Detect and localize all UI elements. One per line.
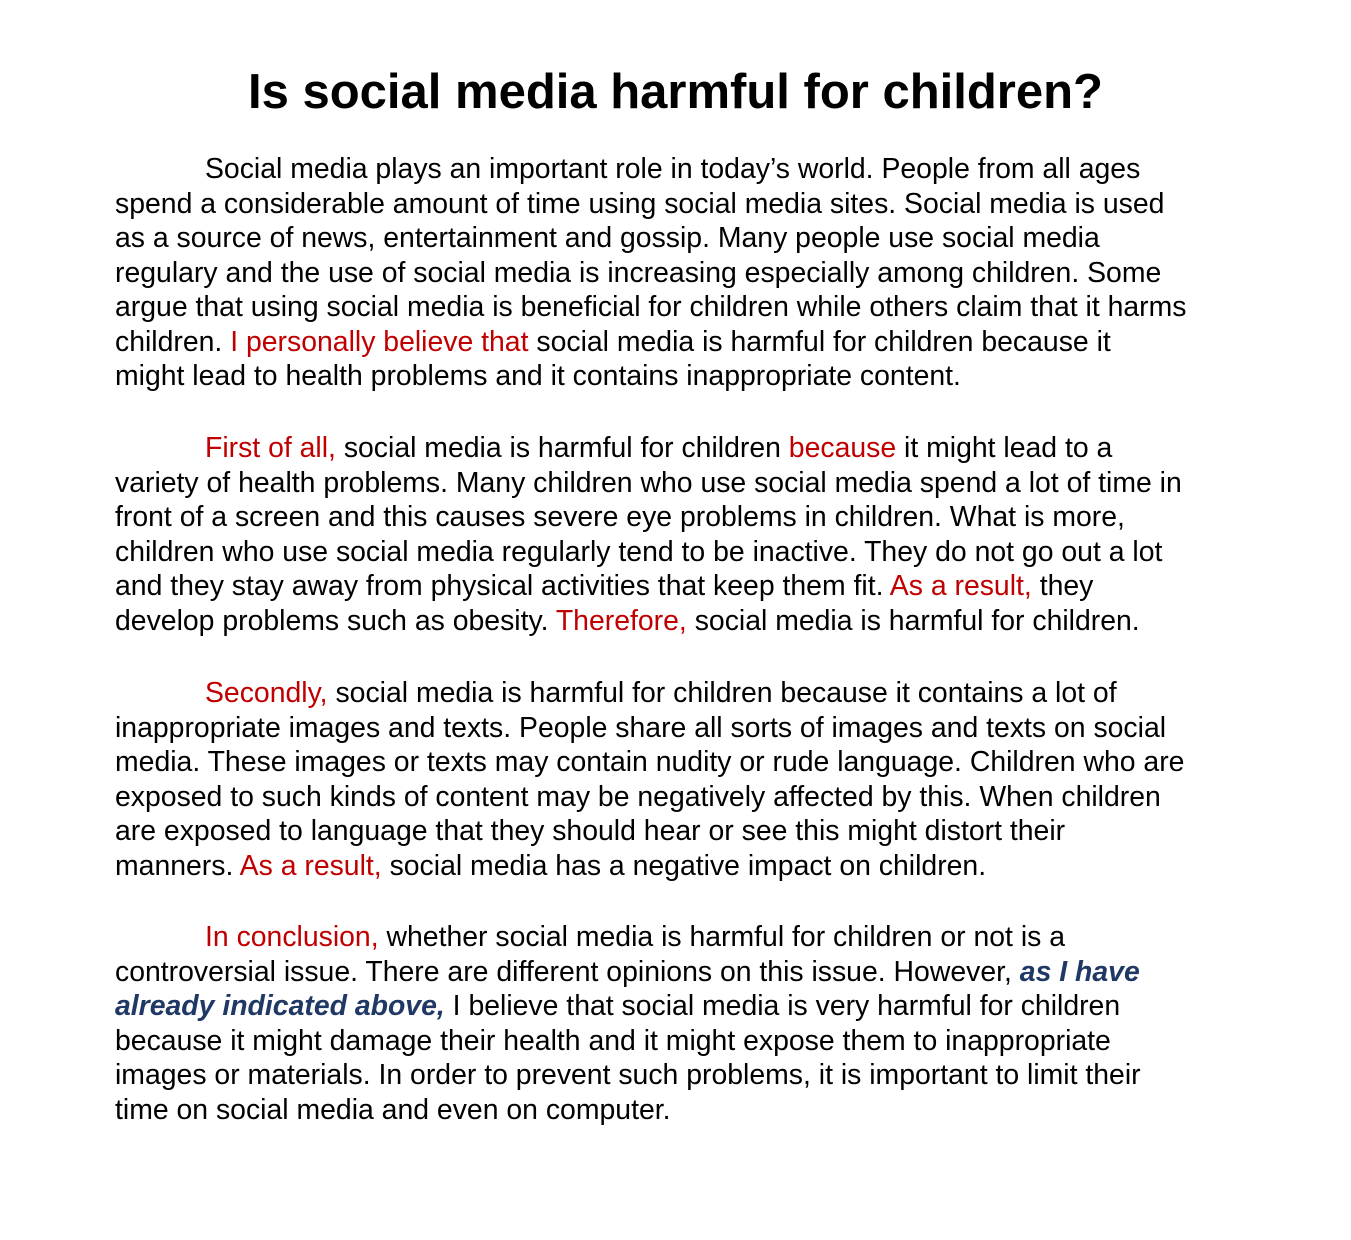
text-line: Secondly, social media is harmful for ch… (115, 676, 1250, 711)
text-run: because it might damage their health and… (115, 1024, 1111, 1057)
text-line: argue that using social media is benefic… (115, 290, 1250, 325)
text-line: manners. As a result, social media has a… (115, 849, 1250, 884)
text-run: whether social media is harmful for chil… (378, 921, 1066, 953)
text-run: spend a considerable amount of time usin… (115, 187, 1165, 220)
text-run: children. (115, 325, 231, 358)
text-line: images or materials. In order to prevent… (115, 1058, 1250, 1093)
paragraph-conclusion: In conclusion, whether social media is h… (115, 920, 1250, 1127)
text-run: time on social media and even on compute… (115, 1093, 671, 1126)
text-run: are exposed to language that they should… (115, 815, 1066, 847)
text-run: manners. (115, 849, 240, 882)
document-title: Is social media harmful for children? (248, 65, 1103, 119)
text-run: images or materials. In order to prevent… (115, 1059, 1141, 1091)
text-line: front of a screen and this causes severe… (115, 500, 1250, 535)
text-line: children. I personally believe that soci… (115, 325, 1250, 360)
text-line: might lead to health problems and it con… (115, 359, 1250, 394)
text-run: children who use social media regularly … (115, 535, 1163, 568)
text-run: media. These images or texts may contain… (115, 746, 1185, 778)
transition-phrase: because (788, 432, 897, 464)
transition-phrase: Therefore, (555, 604, 687, 637)
text-run: social media is harmful for children bec… (528, 325, 1111, 358)
text-run: they (1031, 570, 1094, 602)
paragraph-body-content: Secondly, social media is harmful for ch… (115, 676, 1250, 883)
paragraph-introduction: Social media plays an important role in … (115, 152, 1250, 394)
text-run: social media is harmful for children. (686, 604, 1140, 637)
emphasis-phrase: already indicated above, (115, 990, 445, 1022)
text-line: controversial issue. There are different… (115, 955, 1250, 990)
transition-phrase: In conclusion, (205, 921, 379, 953)
text-run: argue that using social media is benefic… (115, 291, 1187, 323)
text-line: time on social media and even on compute… (115, 1093, 1250, 1128)
text-line: are exposed to language that they should… (115, 814, 1250, 849)
text-run: regulary and the use of social media is … (115, 256, 1162, 289)
text-run: front of a screen and this causes severe… (115, 501, 1125, 533)
text-run: and they stay away from physical activit… (115, 570, 890, 602)
text-line: exposed to such kinds of content may be … (115, 780, 1250, 815)
transition-phrase: I personally believe that (230, 325, 529, 358)
text-line: develop problems such as obesity. Theref… (115, 604, 1250, 639)
text-line: because it might damage their health and… (115, 1024, 1250, 1059)
text-run: inappropriate images and texts. People s… (115, 711, 1167, 744)
text-run: social media has a negative impact on ch… (381, 849, 987, 882)
transition-phrase: As a result, (889, 570, 1032, 602)
text-line: Social media plays an important role in … (115, 152, 1250, 187)
text-run: develop problems such as obesity. (115, 604, 556, 637)
paragraph-body-health: First of all, social media is harmful fo… (115, 431, 1250, 638)
text-run: I believe that social media is very harm… (444, 990, 1121, 1022)
text-run: exposed to such kinds of content may be … (115, 780, 1161, 813)
transition-phrase: First of all, (205, 432, 336, 464)
transition-phrase: As a result, (239, 849, 382, 882)
text-run: social media is harmful for children bec… (327, 677, 1117, 709)
text-line: variety of health problems. Many childre… (115, 466, 1250, 501)
text-run: might lead to health problems and it con… (115, 360, 961, 392)
text-run: controversial issue. There are different… (115, 955, 1020, 988)
text-line: media. These images or texts may contain… (115, 745, 1250, 780)
text-run: social media is harmful for children (335, 432, 789, 464)
text-line: In conclusion, whether social media is h… (115, 920, 1250, 955)
text-run: it might lead to a (896, 432, 1113, 464)
text-line: as a source of news, entertainment and g… (115, 221, 1250, 256)
text-line: and they stay away from physical activit… (115, 569, 1250, 604)
text-line: children who use social media regularly … (115, 535, 1250, 570)
text-run: as a source of news, entertainment and g… (115, 222, 1100, 254)
text-run: Social media plays an important role in … (205, 153, 1141, 185)
text-line: already indicated above, I believe that … (115, 989, 1250, 1024)
text-line: First of all, social media is harmful fo… (115, 431, 1250, 466)
transition-phrase: Secondly, (205, 677, 328, 709)
text-line: inappropriate images and texts. People s… (115, 711, 1250, 746)
text-line: spend a considerable amount of time usin… (115, 187, 1250, 222)
text-line: regulary and the use of social media is … (115, 256, 1250, 291)
emphasis-phrase: as I have (1019, 955, 1140, 988)
text-run: variety of health problems. Many childre… (115, 466, 1182, 499)
